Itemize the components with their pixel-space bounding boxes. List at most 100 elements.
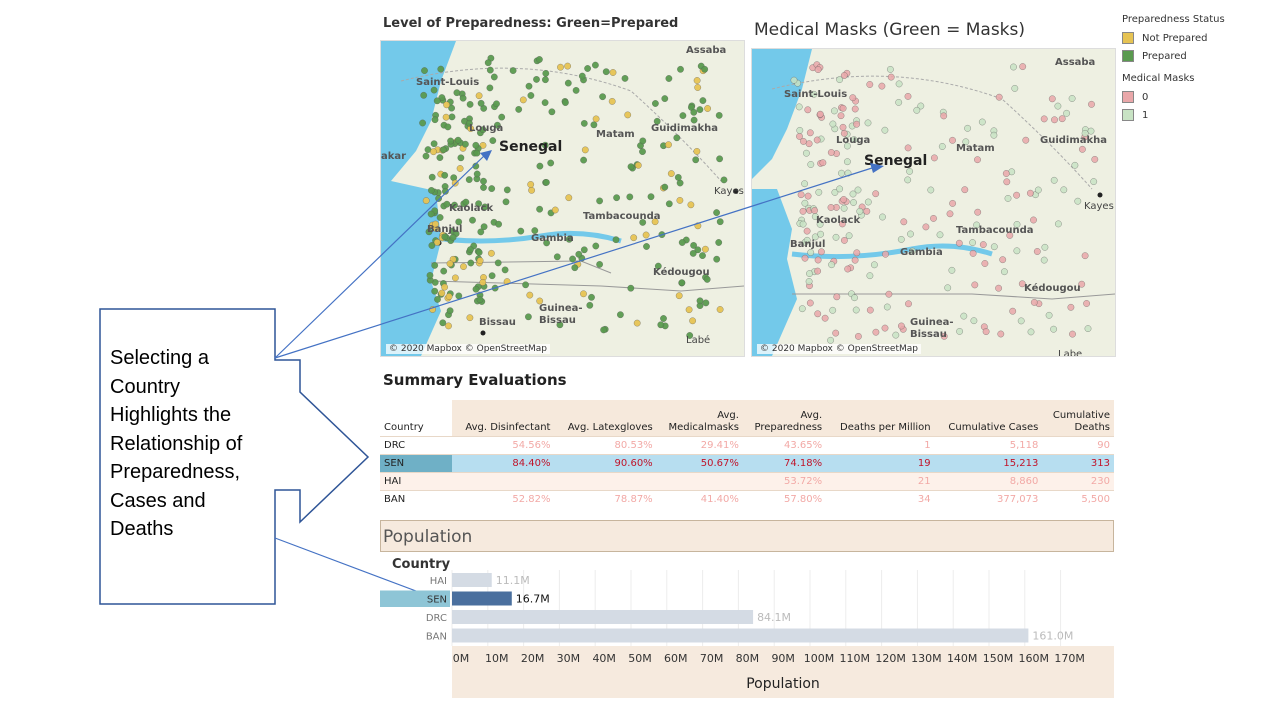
- map-point: [827, 336, 835, 344]
- map-point: [634, 161, 642, 169]
- cell: [656, 472, 743, 491]
- table-row[interactable]: HAI 53.72% 21 8,860 230: [380, 472, 1114, 491]
- map-point: [866, 81, 874, 88]
- medical-masks-map[interactable]: Assaba Saint-Louis Louga Senegal Matam G…: [751, 48, 1116, 357]
- bar-value-label: 84.1M: [757, 611, 791, 624]
- map-point: [609, 69, 617, 76]
- map-point: [807, 249, 815, 256]
- map-point: [930, 214, 937, 222]
- table-row[interactable]: BAN 52.82% 78.87% 41.40% 57.80% 34 377,0…: [380, 490, 1114, 508]
- medical-masks-points[interactable]: [752, 49, 1115, 356]
- map-point: [673, 134, 681, 142]
- map-point: [927, 186, 935, 194]
- map-point: [522, 281, 530, 289]
- legend-prepared[interactable]: Prepared: [1122, 47, 1225, 65]
- map-point: [799, 207, 807, 215]
- map-point: [817, 230, 825, 238]
- map-point: [495, 220, 503, 228]
- col-medicalmasks[interactable]: Avg. Medicalmasks: [656, 400, 743, 437]
- label-guidimakha: Guidimakha: [1040, 135, 1108, 146]
- legend-mask-0[interactable]: 0: [1122, 88, 1225, 106]
- map-point: [551, 206, 559, 214]
- cell: 230: [1042, 472, 1114, 491]
- summary-header-row: Country Avg. Disinfectant Avg. Latexglov…: [380, 400, 1114, 437]
- legend-swatch-mask-1: [1122, 109, 1134, 121]
- map2-copyright[interactable]: © 2020 Mapbox © OpenStreetMap: [757, 344, 921, 354]
- map-point: [457, 154, 465, 162]
- cell: 1: [826, 436, 935, 455]
- col-country[interactable]: Country: [380, 400, 452, 437]
- map-point: [913, 106, 921, 114]
- bar-value-label: 161.0M: [1032, 630, 1073, 643]
- map-point: [804, 106, 812, 114]
- table-row-selected[interactable]: SEN 84.40% 90.60% 50.67% 74.18% 19 15,21…: [380, 454, 1114, 473]
- cell: 53.72%: [742, 472, 827, 491]
- label-bissau: Bissau: [479, 317, 516, 328]
- map-point: [665, 200, 673, 208]
- preparedness-points[interactable]: [381, 41, 744, 356]
- map-point: [439, 319, 447, 327]
- map-point: [693, 77, 701, 84]
- map-point: [465, 119, 473, 127]
- map-point: [1058, 115, 1066, 123]
- map-point: [487, 249, 495, 257]
- map-point: [716, 218, 724, 226]
- population-bar-chart[interactable]: HAI 11.1M SEN 16.7M DRC 84.1M BAN 161.0M: [380, 570, 1114, 650]
- map-point: [946, 210, 954, 218]
- col-preparedness[interactable]: Avg. Preparedness: [742, 400, 827, 437]
- map-point: [995, 284, 1003, 292]
- map-point: [486, 66, 494, 74]
- table-row[interactable]: DRC 54.56% 80.53% 29.41% 43.65% 1 5,118 …: [380, 436, 1114, 455]
- col-latexgloves[interactable]: Avg. Latexgloves: [554, 400, 657, 437]
- population-section-title: Population: [383, 527, 473, 547]
- row-country[interactable]: DRC: [380, 436, 452, 455]
- row-country[interactable]: BAN: [380, 490, 452, 508]
- map-point: [1002, 170, 1010, 177]
- col-cumulative-cases[interactable]: Cumulative Cases: [934, 400, 1043, 437]
- map-point: [813, 136, 821, 144]
- map-point: [1074, 197, 1082, 205]
- map-point: [836, 185, 844, 193]
- map-point: [1063, 109, 1071, 117]
- summary-table: Country Avg. Disinfectant Avg. Latexglov…: [380, 400, 1114, 508]
- preparedness-map[interactable]: Assaba Saint-Louis Louga Senegal Matam G…: [380, 40, 745, 357]
- label-matam: Matam: [956, 143, 995, 154]
- col-deaths-per-million[interactable]: Deaths per Million: [826, 400, 935, 437]
- map-point: [431, 287, 439, 295]
- map-point: [565, 235, 573, 243]
- map-point: [905, 300, 912, 308]
- map-point: [580, 290, 587, 298]
- map-point: [630, 234, 638, 242]
- cell: 50.67%: [656, 454, 743, 473]
- col-cumulative-deaths[interactable]: Cumulative Deaths: [1042, 400, 1114, 437]
- map-point: [990, 243, 998, 251]
- x-tick-label: 30M: [556, 652, 581, 665]
- map-point: [627, 284, 635, 292]
- map-point: [1013, 191, 1021, 199]
- map-point: [961, 186, 969, 194]
- map1-copyright[interactable]: © 2020 Mapbox © OpenStreetMap: [386, 344, 550, 354]
- map-point: [1081, 252, 1089, 260]
- label-dakar: akar: [381, 151, 407, 162]
- map-point: [799, 137, 807, 145]
- map-point: [907, 230, 914, 238]
- map-point: [964, 124, 972, 132]
- map-point: [995, 93, 1003, 101]
- callout-line: Country: [110, 375, 181, 398]
- map-point: [845, 232, 853, 240]
- map-point: [661, 95, 669, 103]
- map-point: [840, 236, 848, 244]
- row-country[interactable]: HAI: [380, 472, 452, 491]
- map-point: [962, 138, 970, 146]
- map-point: [439, 146, 447, 154]
- map-point: [850, 199, 857, 206]
- map-point: [453, 89, 461, 97]
- map-point: [686, 332, 694, 339]
- map-point: [460, 263, 467, 271]
- cell: 54.56%: [452, 436, 555, 455]
- legend-mask-1[interactable]: 1: [1122, 106, 1225, 124]
- col-disinfectant[interactable]: Avg. Disinfectant: [452, 400, 555, 437]
- row-country[interactable]: SEN: [380, 454, 452, 473]
- legend-not-prepared[interactable]: Not Prepared: [1122, 29, 1225, 47]
- map-point: [854, 186, 862, 194]
